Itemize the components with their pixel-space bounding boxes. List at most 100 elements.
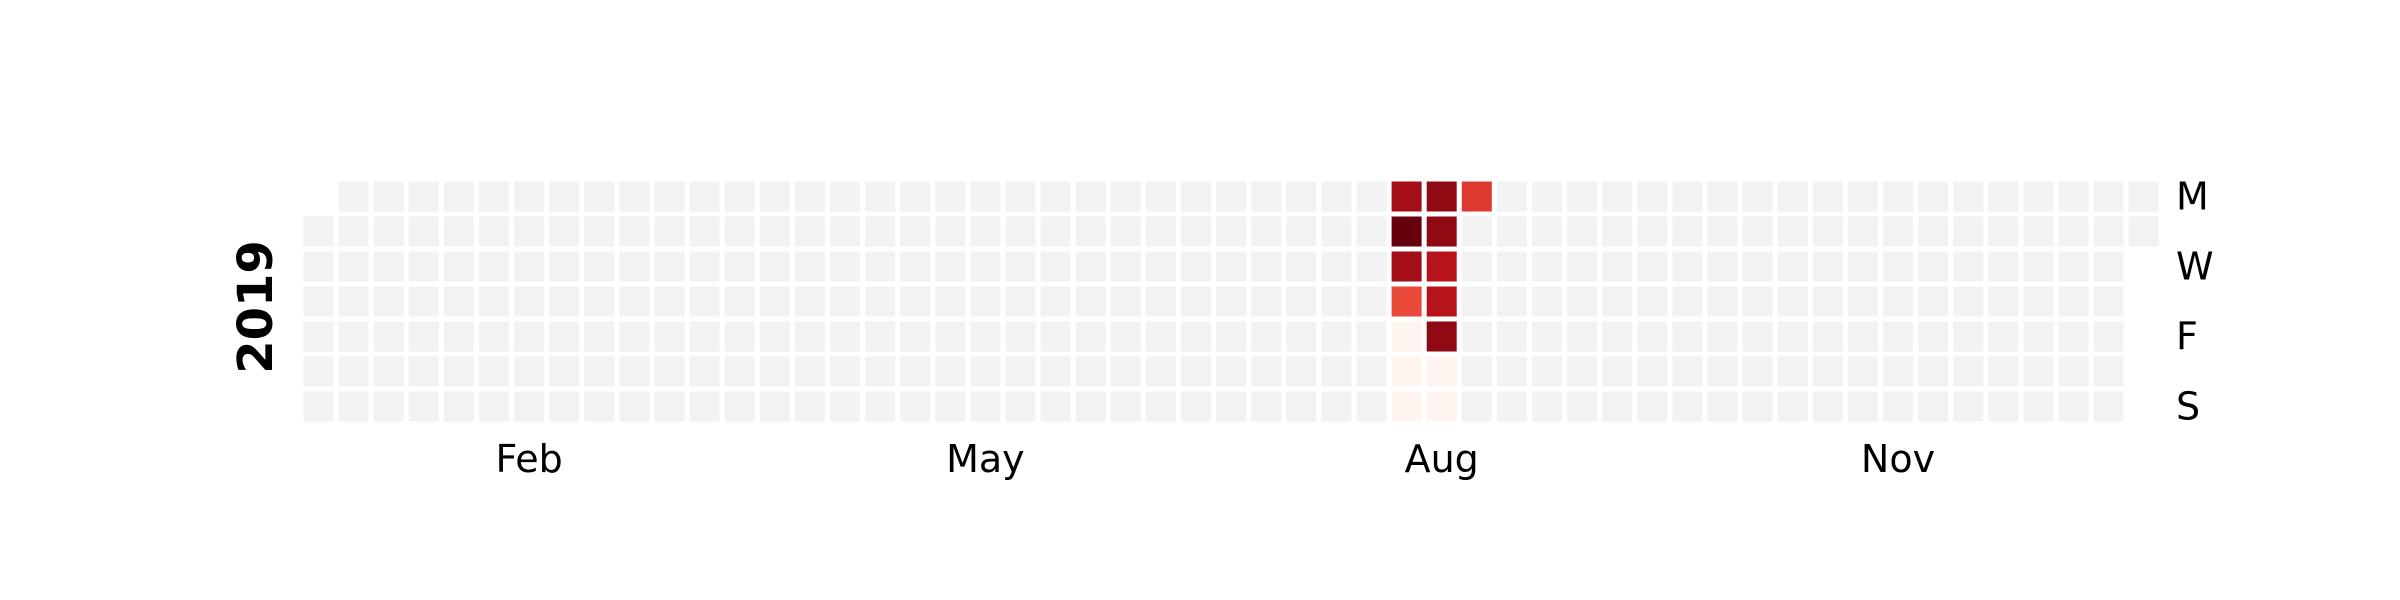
heatmap-cell-2019-06-30	[1181, 391, 1211, 422]
heatmap-cell-2019-05-17	[970, 321, 1001, 352]
month-labels: Feb May Aug Nov	[495, 437, 1935, 481]
heatmap-cell-2019-06-02	[1040, 391, 1071, 422]
heatmap-cell-2019-03-25	[724, 181, 755, 212]
heatmap-cell-2019-12-30	[2128, 181, 2159, 212]
heatmap-cell-2019-12-19	[2058, 286, 2089, 317]
heatmap-cell-2019-11-05	[1847, 216, 1878, 247]
heatmap-cell-2019-12-28	[2093, 356, 2124, 387]
heatmap-cell-2019-10-15	[1742, 216, 1773, 247]
heatmap-cell-2019-05-22	[1005, 251, 1036, 282]
heatmap-cell-2019-03-29	[724, 321, 755, 352]
heatmap-cell-2019-11-07	[1847, 286, 1878, 317]
heatmap-cell-2019-11-03	[1812, 391, 1843, 422]
heatmap-cell-2019-01-10	[338, 286, 369, 317]
heatmap-cell-2019-08-22	[1461, 286, 1492, 317]
heatmap-cell-2019-03-04	[619, 181, 650, 212]
heatmap-cell-2019-01-25	[408, 321, 439, 352]
heatmap-cell-2019-11-15	[1883, 321, 1913, 352]
heatmap-cell-2019-04-11	[794, 286, 825, 317]
heatmap-cell-2019-07-30	[1356, 216, 1387, 247]
heatmap-cell-2019-11-09	[1847, 356, 1878, 387]
heatmap-cell-2019-02-22	[549, 321, 580, 352]
heatmap-cell-2019-10-20	[1742, 391, 1773, 422]
heatmap-cell-2019-12-21	[2058, 356, 2089, 387]
heatmap-cell-2019-11-28	[1953, 286, 1984, 317]
heatmap-cell-2019-08-13	[1426, 216, 1457, 247]
heatmap-cell-2019-10-16	[1742, 251, 1773, 282]
heatmap-cell-2019-04-04	[759, 286, 790, 317]
heatmap-cell-2019-02-16	[514, 356, 545, 387]
heatmap-cell-2019-06-11	[1110, 216, 1141, 247]
heatmap-cell-2019-07-07	[1216, 391, 1247, 422]
heatmap-cell-2019-01-24	[408, 286, 439, 317]
heatmap-cell-2019-09-02	[1532, 181, 1562, 212]
heatmap-cell-2019-05-13	[970, 181, 1001, 212]
heatmap-cell-2019-04-14	[794, 391, 825, 422]
heatmap-cell-2019-10-05	[1672, 356, 1703, 387]
heatmap-cell-2019-11-19	[1918, 216, 1949, 247]
heatmap-cell-2019-12-22	[2058, 391, 2089, 422]
heatmap-cell-2019-01-11	[338, 321, 369, 352]
heatmap-cell-2019-05-02	[900, 286, 931, 317]
heatmap-cell-2019-04-05	[759, 321, 790, 352]
heatmap-cell-2019-03-27	[724, 251, 755, 282]
heatmap-cell-2019-12-05	[1988, 286, 2019, 317]
heatmap-cell-2019-06-27	[1181, 286, 1211, 317]
heatmap-cell-2019-10-09	[1707, 251, 1738, 282]
heatmap-cell-2019-09-01	[1496, 391, 1527, 422]
heatmap-cell-2019-08-12	[1426, 181, 1457, 212]
heatmap-cell-2019-03-30	[724, 356, 755, 387]
heatmap-cell-2019-12-03	[1988, 216, 2019, 247]
heatmap-cell-2019-07-13	[1251, 356, 1282, 387]
heatmap-cell-2019-05-15	[970, 251, 1001, 282]
heatmap-cell-2019-01-08	[338, 216, 369, 247]
heatmap-cell-2019-12-23	[2093, 181, 2124, 212]
heatmap-cell-2019-07-14	[1251, 391, 1282, 422]
heatmap-cell-2019-09-17	[1602, 216, 1633, 247]
heatmap-cell-2019-12-26	[2093, 286, 2124, 317]
heatmap-cell-2019-06-04	[1075, 216, 1106, 247]
heatmap-cell-2019-04-26	[865, 321, 896, 352]
heatmap-cell-2019-05-16	[970, 286, 1001, 317]
heatmap-cell-2019-11-26	[1953, 216, 1984, 247]
heatmap-cell-2019-02-13	[514, 251, 545, 282]
heatmap-cell-2019-06-10	[1110, 181, 1141, 212]
heatmap-cell-2019-08-07	[1391, 251, 1422, 282]
heatmap-cell-2019-01-06	[303, 391, 334, 422]
heatmap-cell-2019-08-18	[1426, 391, 1457, 422]
heatmap-cell-2019-10-22	[1777, 216, 1808, 247]
heatmap-cell-2019-05-04	[900, 356, 931, 387]
heatmap-cell-2019-07-18	[1286, 286, 1317, 317]
heatmap-cell-2019-06-19	[1145, 251, 1176, 282]
heatmap-cell-2019-04-01	[759, 181, 790, 212]
heatmap-cell-2019-03-10	[619, 391, 650, 422]
heatmap-cell-2019-12-12	[2023, 286, 2054, 317]
heatmap-cell-2019-06-05	[1075, 251, 1106, 282]
heatmap-cell-2019-01-17	[373, 286, 404, 317]
heatmap-cell-2019-06-16	[1110, 391, 1141, 422]
heatmap-cell-2019-05-09	[935, 286, 966, 317]
heatmap-cell-2019-08-06	[1391, 216, 1422, 247]
heatmap-cell-2019-09-12	[1567, 286, 1598, 317]
heatmap-cell-2019-11-11	[1883, 181, 1913, 212]
heatmap-cell-2019-08-20	[1461, 216, 1492, 247]
heatmap-cell-2019-09-14	[1567, 356, 1598, 387]
heatmap-cell-2019-07-16	[1286, 216, 1317, 247]
heatmap-cell-2019-01-31	[443, 286, 474, 317]
heatmap-cell-2019-07-17	[1286, 251, 1317, 282]
heatmap-cell-2019-04-23	[865, 216, 896, 247]
heatmap-cell-2019-01-16	[373, 251, 404, 282]
heatmap-cell-2019-02-28	[584, 286, 615, 317]
heatmap-cell-2019-08-24	[1461, 356, 1492, 387]
heatmap-cell-2019-08-03	[1356, 356, 1387, 387]
month-label-aug: Aug	[1405, 437, 1479, 481]
heatmap-cell-2019-05-12	[935, 391, 966, 422]
heatmap-cell-2019-08-23	[1461, 321, 1492, 352]
heatmap-cell-2019-01-03	[303, 286, 334, 317]
heatmap-cell-2019-10-12	[1707, 356, 1738, 387]
heatmap-cell-2019-07-19	[1286, 321, 1317, 352]
heatmap-cell-2019-10-31	[1812, 286, 1843, 317]
heatmap-cell-2019-09-23	[1637, 181, 1668, 212]
heatmap-cell-2019-12-14	[2023, 356, 2054, 387]
heatmap-cell-2019-11-20	[1918, 251, 1949, 282]
